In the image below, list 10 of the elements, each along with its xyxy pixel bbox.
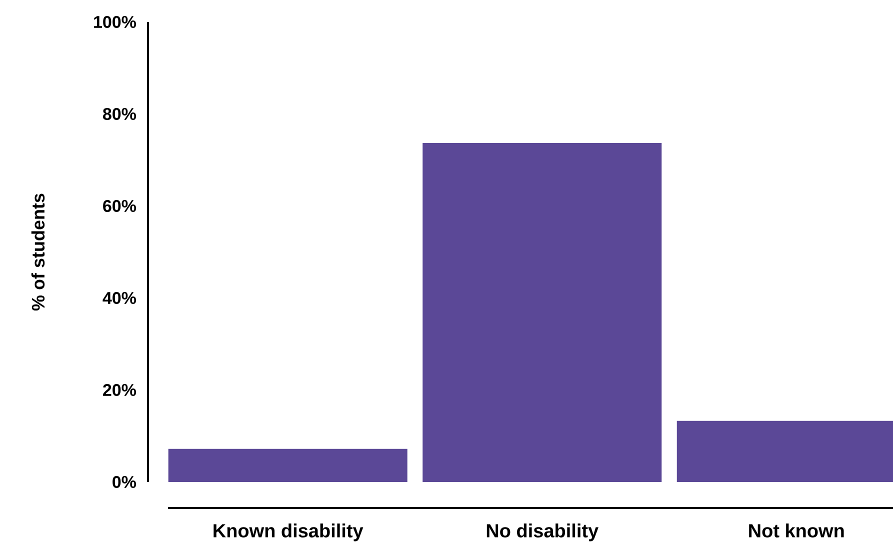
y-axis-title: % of students bbox=[31, 194, 45, 311]
y-tick-label: 60% bbox=[103, 200, 136, 212]
y-tick-label: 80% bbox=[102, 108, 136, 120]
x-tick-label: Not known bbox=[749, 524, 844, 538]
y-tick-label: 100% bbox=[94, 16, 136, 28]
y-tick-label: 40% bbox=[102, 292, 136, 304]
y-tick-label: 0% bbox=[112, 476, 136, 488]
x-tick-label: Known disability bbox=[214, 524, 364, 542]
x-tick-label: No disability bbox=[486, 524, 598, 542]
y-tick-label: 20% bbox=[103, 384, 136, 396]
